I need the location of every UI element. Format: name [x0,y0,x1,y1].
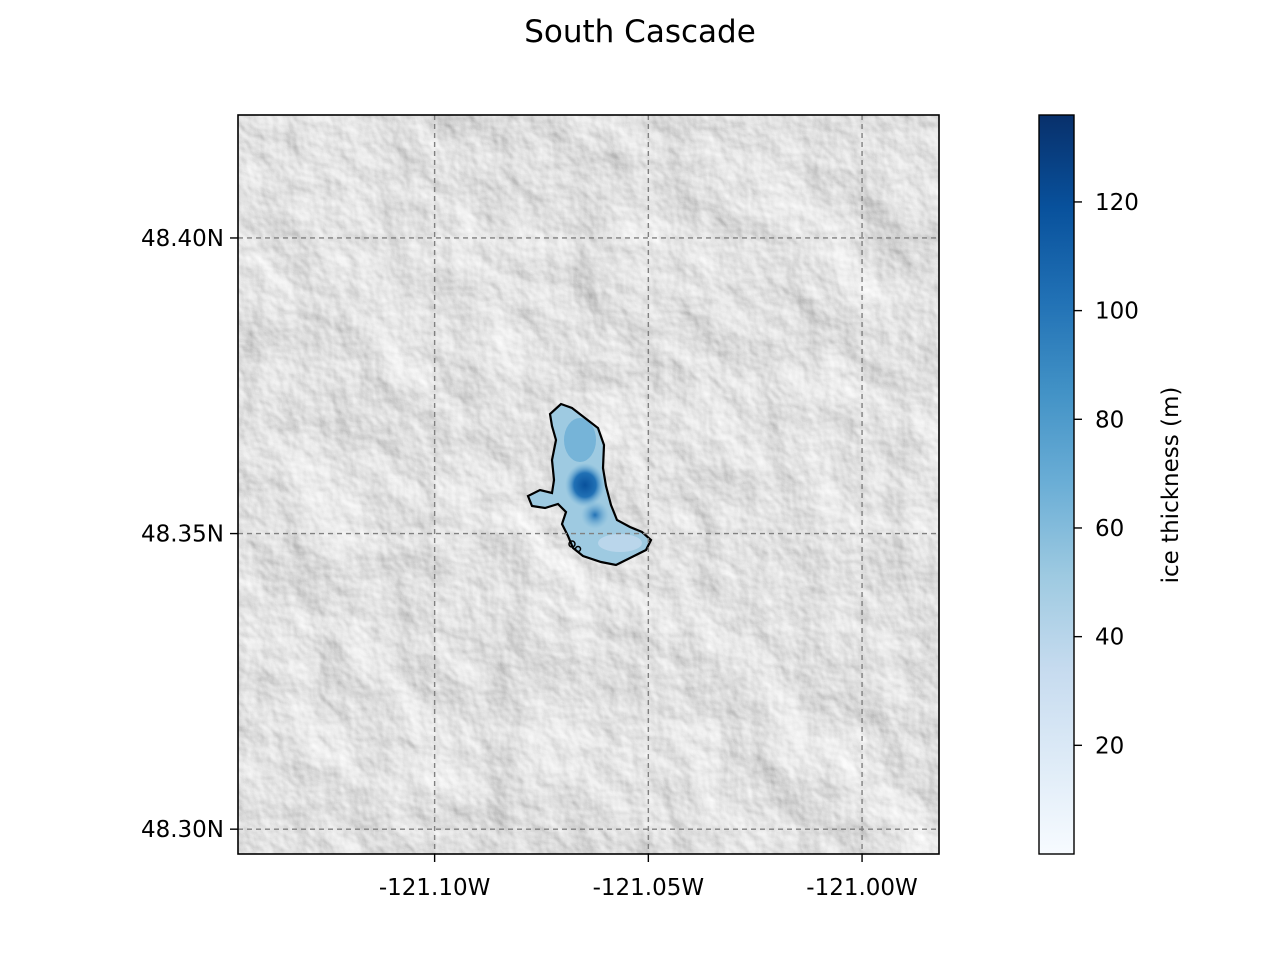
colorbar: 20 40 60 80 100 120 ice thickness (m) [1038,114,1184,855]
y-tick-label: 48.30N [141,817,224,843]
colorbar-label: ice thickness (m) [1158,387,1184,584]
y-tick-label: 48.35N [141,522,224,548]
gridlines [238,115,939,854]
y-tick-label: 48.40N [141,226,224,252]
y-axis-ticks: 48.40N 48.35N 48.30N [141,226,238,843]
x-tick-label: -121.00W [806,875,918,901]
colorbar-tick-label: 80 [1095,407,1124,433]
colorbar-tick-label: 40 [1095,625,1124,651]
colorbar-tick-label: 20 [1095,733,1124,759]
map-frame [237,114,940,855]
glacier-ice-thickness [526,402,653,567]
colorbar-ticks: 20 40 60 80 100 120 [1074,190,1139,759]
x-tick-label: -121.05W [593,875,705,901]
glacier-outline [526,402,653,567]
colorbar-gradient [1038,114,1075,855]
x-axis-ticks: -121.10W -121.05W -121.00W [379,854,918,901]
colorbar-tick-label: 120 [1095,190,1139,216]
colorbar-tick-label: 60 [1095,516,1124,542]
colorbar-tick-label: 100 [1095,299,1139,325]
map-title: South Cascade [524,14,756,50]
x-tick-label: -121.10W [379,875,491,901]
